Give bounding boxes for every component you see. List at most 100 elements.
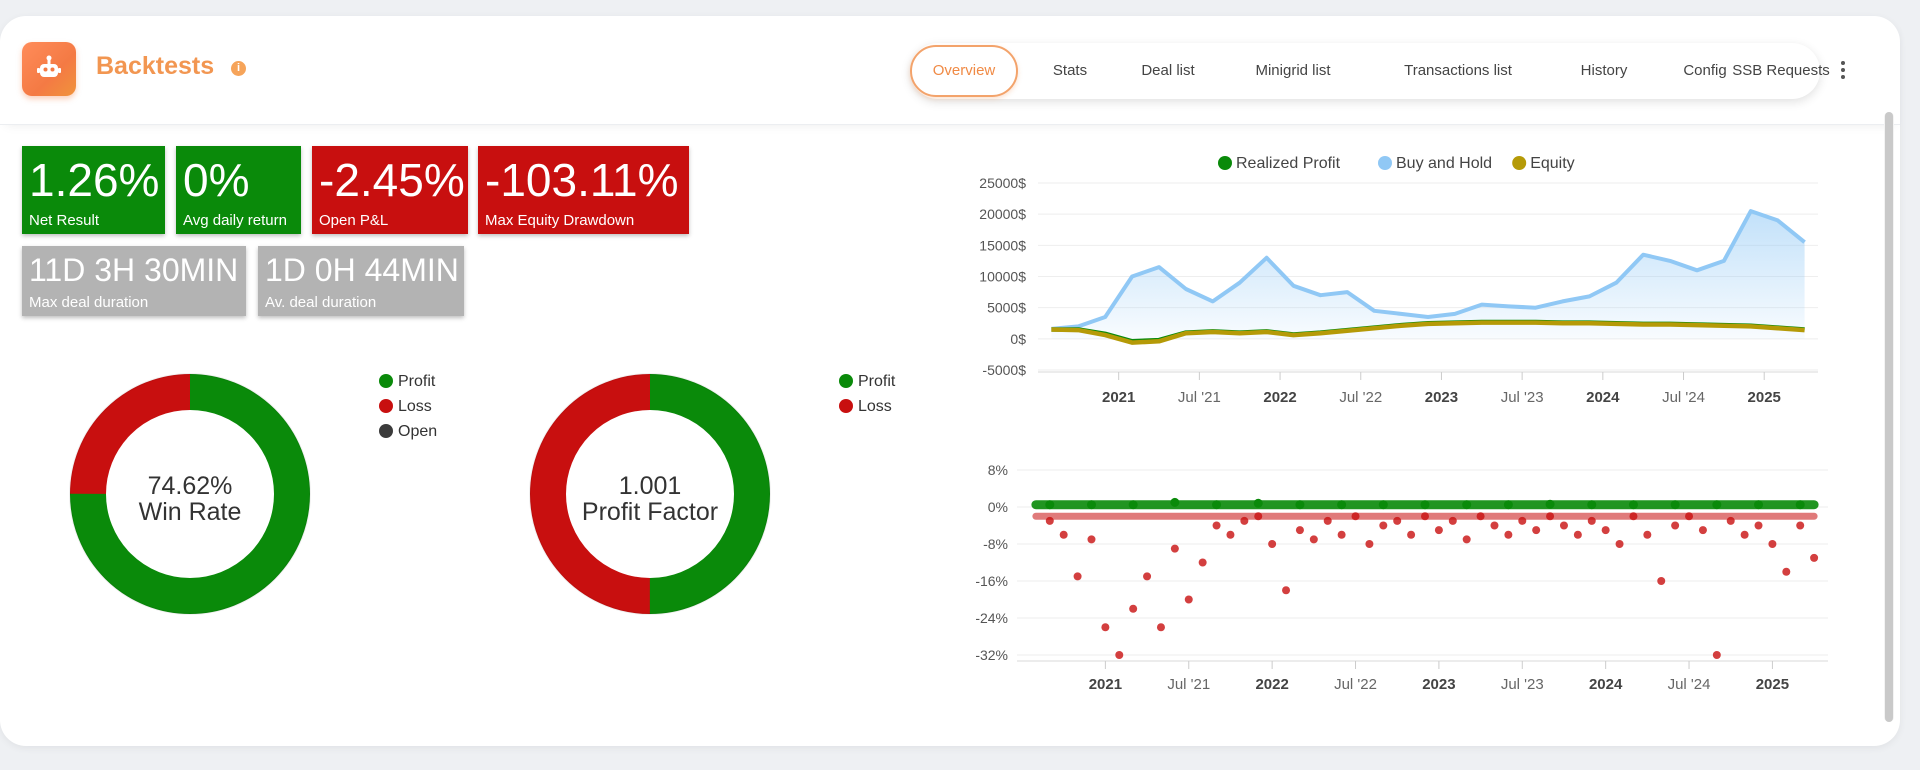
profit-point[interactable] — [1462, 500, 1472, 510]
loss-point[interactable] — [1643, 530, 1652, 539]
profit-point[interactable] — [1212, 500, 1222, 510]
loss-point[interactable] — [1059, 530, 1068, 539]
loss-point[interactable] — [1365, 540, 1374, 548]
loss-point[interactable] — [1309, 535, 1318, 544]
loss-point[interactable] — [1254, 512, 1263, 521]
legend-item-open[interactable]: Open — [379, 419, 437, 444]
loss-point[interactable] — [1712, 651, 1721, 659]
scrollbar-thumb[interactable] — [1885, 112, 1893, 722]
loss-point[interactable] — [1462, 535, 1471, 544]
loss-point[interactable] — [1559, 521, 1568, 530]
loss-point[interactable] — [1615, 540, 1624, 548]
profit-point[interactable] — [1378, 500, 1388, 510]
loss-point[interactable] — [1768, 540, 1777, 548]
loss-point[interactable] — [1657, 577, 1666, 585]
loss-point[interactable] — [1671, 521, 1680, 530]
win-rate-profit-arc[interactable] — [70, 374, 310, 614]
loss-point[interactable] — [1601, 526, 1610, 535]
loss-point[interactable] — [1685, 512, 1694, 521]
info-icon[interactable]: i — [231, 61, 246, 76]
loss-point[interactable] — [1226, 530, 1235, 539]
loss-point[interactable] — [1490, 521, 1499, 530]
loss-point[interactable] — [1476, 512, 1485, 521]
loss-point[interactable] — [1323, 516, 1332, 525]
loss-point[interactable] — [1546, 512, 1555, 521]
tab-stats[interactable]: Stats — [1052, 62, 1088, 79]
loss-point[interactable] — [1170, 544, 1179, 553]
loss-point[interactable] — [1810, 553, 1819, 562]
loss-point[interactable] — [1087, 535, 1096, 544]
loss-point[interactable] — [1101, 623, 1110, 632]
loss-point[interactable] — [1448, 516, 1457, 525]
loss-point[interactable] — [1198, 558, 1207, 567]
loss-point[interactable] — [1518, 516, 1527, 525]
loss-point[interactable] — [1351, 512, 1360, 521]
tab-history[interactable]: History — [1580, 62, 1628, 79]
loss-point[interactable] — [1782, 567, 1791, 576]
loss-point[interactable] — [1629, 512, 1638, 521]
profit-point[interactable] — [1337, 500, 1347, 510]
loss-point[interactable] — [1407, 530, 1416, 539]
loss-point[interactable] — [1143, 572, 1152, 581]
tab-minigrid-list[interactable]: Minigrid list — [1255, 62, 1331, 79]
loss-point[interactable] — [1379, 521, 1388, 530]
legend-item-loss[interactable]: Loss — [839, 394, 895, 419]
chart-legend-realized-profit[interactable]: Realized Profit — [1218, 155, 1341, 172]
loss-point[interactable] — [1504, 530, 1513, 539]
loss-point[interactable] — [1268, 540, 1277, 548]
profit-point[interactable] — [1670, 500, 1680, 510]
loss-point[interactable] — [1754, 521, 1763, 530]
profit-point[interactable] — [1420, 500, 1430, 510]
loss-point[interactable] — [1156, 623, 1165, 632]
loss-point[interactable] — [1532, 526, 1541, 535]
tab-overview[interactable]: Overview — [910, 45, 1018, 97]
profit-point[interactable] — [1253, 498, 1263, 508]
loss-point[interactable] — [1115, 651, 1124, 659]
max-deal-duration-value: 11D 3H 30MIN — [29, 252, 239, 288]
legend-item-profit[interactable]: Profit — [839, 369, 895, 394]
scrollbar[interactable] — [1884, 112, 1894, 722]
loss-point[interactable] — [1184, 595, 1193, 604]
profit-point[interactable] — [1712, 500, 1722, 510]
tab-config[interactable]: Config — [1683, 62, 1727, 79]
loss-point[interactable] — [1726, 516, 1735, 525]
more-menu-icon[interactable] — [1838, 58, 1848, 88]
legend-item-profit[interactable]: Profit — [379, 369, 437, 394]
loss-point[interactable] — [1434, 526, 1443, 535]
loss-point[interactable] — [1295, 526, 1304, 535]
profit-point[interactable] — [1128, 500, 1138, 510]
loss-point[interactable] — [1573, 530, 1582, 539]
series-line-equity[interactable] — [1051, 320, 1805, 345]
tab-ssb-requests[interactable]: SSB Requests — [1732, 62, 1830, 79]
loss-point[interactable] — [1282, 586, 1291, 595]
loss-point[interactable] — [1796, 521, 1805, 530]
tab-deal-list[interactable]: Deal list — [1141, 62, 1195, 79]
loss-point[interactable] — [1045, 516, 1054, 525]
loss-point[interactable] — [1129, 604, 1138, 613]
profit-point[interactable] — [1545, 499, 1555, 509]
profit-point[interactable] — [1628, 500, 1638, 510]
loss-point[interactable] — [1587, 516, 1596, 525]
loss-point[interactable] — [1212, 521, 1221, 530]
profit-point[interactable] — [1295, 500, 1305, 510]
loss-point[interactable] — [1740, 530, 1749, 539]
loss-point[interactable] — [1421, 512, 1429, 521]
chart-legend-equity[interactable]: Equity — [1512, 155, 1575, 172]
loss-point[interactable] — [1393, 516, 1402, 525]
loss-point[interactable] — [1698, 526, 1707, 535]
profit-factor-profit-arc[interactable] — [530, 374, 770, 614]
profit-point[interactable] — [1086, 500, 1096, 510]
legend-item-loss[interactable]: Loss — [379, 394, 437, 419]
profit-point[interactable] — [1045, 500, 1055, 510]
series-line-buy-and-hold[interactable] — [1051, 209, 1806, 331]
profit-point[interactable] — [1795, 500, 1805, 510]
profit-point[interactable] — [1170, 497, 1180, 507]
profit-point[interactable] — [1503, 500, 1513, 510]
profit-point[interactable] — [1587, 500, 1597, 510]
profit-point[interactable] — [1754, 500, 1764, 510]
chart-legend-buy-and-hold[interactable]: Buy and Hold — [1378, 155, 1492, 172]
loss-point[interactable] — [1240, 516, 1249, 525]
loss-point[interactable] — [1337, 530, 1346, 539]
tab-transactions-list[interactable]: Transactions list — [1404, 62, 1512, 79]
loss-point[interactable] — [1073, 572, 1082, 581]
